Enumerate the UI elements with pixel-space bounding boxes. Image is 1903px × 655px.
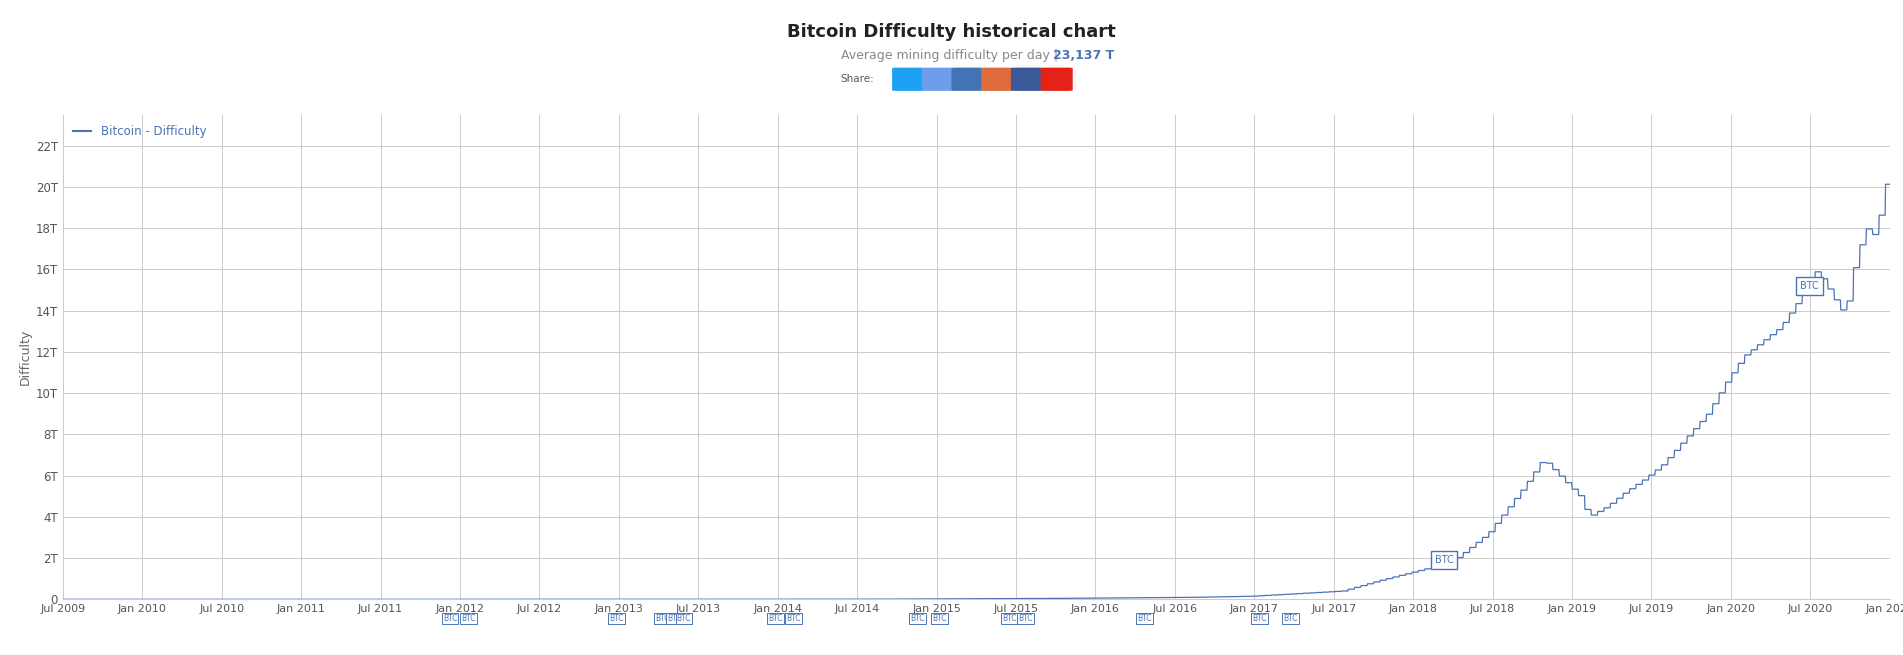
Text: BTC: BTC [1018,614,1033,623]
Text: BTC: BTC [769,614,782,623]
Text: BTC: BTC [1001,614,1016,623]
FancyBboxPatch shape [952,67,984,91]
Text: BTC: BTC [443,614,457,623]
Text: BTC: BTC [1252,614,1267,623]
Text: BTC: BTC [1283,614,1298,623]
Legend: Bitcoin - Difficulty: Bitcoin - Difficulty [69,121,211,143]
Text: BTC: BTC [1800,281,1819,291]
FancyBboxPatch shape [921,67,953,91]
Text: BTC: BTC [668,614,681,623]
Text: BTC: BTC [1138,614,1151,623]
Y-axis label: Difficulty: Difficulty [19,329,32,385]
FancyBboxPatch shape [1041,67,1073,91]
Text: BTC: BTC [910,614,925,623]
Text: BTC: BTC [1435,555,1454,565]
Text: BTC: BTC [932,614,948,623]
Text: BTC: BTC [461,614,476,623]
FancyBboxPatch shape [1010,67,1043,91]
Text: BTC: BTC [786,614,801,623]
Text: Share:: Share: [839,74,873,84]
Text: Average mining difficulty per day |: Average mining difficulty per day | [841,49,1062,62]
Text: 23,137 T: 23,137 T [1054,49,1115,62]
FancyBboxPatch shape [982,67,1012,91]
Text: BTC: BTC [677,614,691,623]
FancyBboxPatch shape [893,67,925,91]
Text: BTC: BTC [655,614,670,623]
Text: BTC: BTC [609,614,624,623]
Text: Bitcoin Difficulty historical chart: Bitcoin Difficulty historical chart [788,23,1115,41]
